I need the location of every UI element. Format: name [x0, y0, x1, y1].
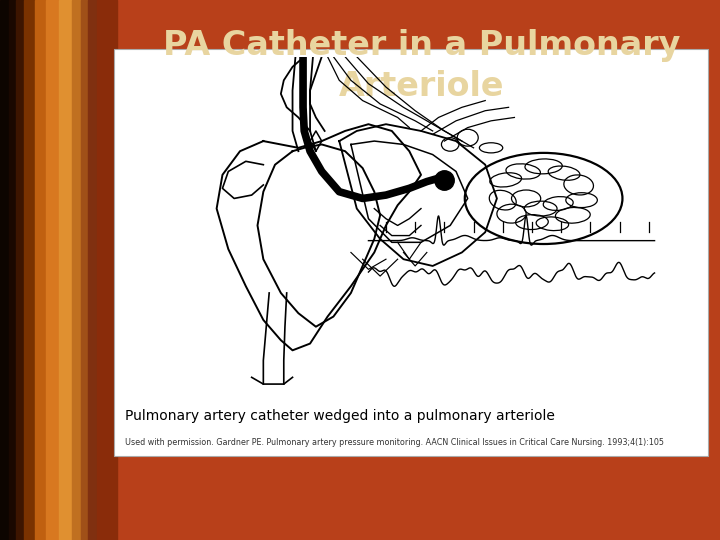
Bar — [97, 0, 117, 540]
Bar — [46, 0, 59, 540]
Bar — [0, 0, 9, 540]
Text: Arteriole: Arteriole — [338, 70, 504, 103]
Bar — [88, 0, 97, 540]
Bar — [114, 49, 708, 456]
Text: PA Catheter in a Pulmonary: PA Catheter in a Pulmonary — [163, 29, 680, 63]
Bar — [72, 0, 81, 540]
Text: Pulmonary artery catheter wedged into a pulmonary arteriole: Pulmonary artery catheter wedged into a … — [125, 409, 554, 423]
Bar — [24, 0, 35, 540]
Bar — [9, 0, 16, 540]
Bar — [59, 0, 72, 540]
Text: Used with permission. Gardner PE. Pulmonary artery pressure monitoring. AACN Cli: Used with permission. Gardner PE. Pulmon… — [125, 438, 664, 447]
Bar — [16, 0, 24, 540]
Bar — [35, 0, 46, 540]
Bar — [81, 0, 88, 540]
